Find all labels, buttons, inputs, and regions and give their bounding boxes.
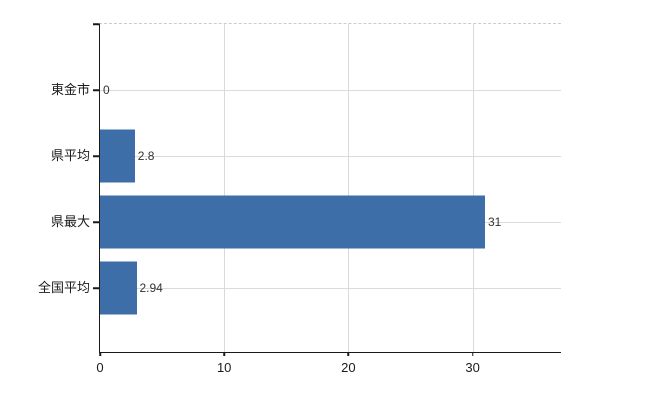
x-tick-label: 0 [96, 360, 104, 375]
x-tick-label: 30 [465, 360, 480, 375]
horizontal-gridline [100, 156, 561, 157]
vertical-gridline [224, 24, 226, 352]
y-axis-tick [93, 89, 99, 91]
bar [100, 195, 485, 249]
category-label: 東金市 [50, 82, 90, 97]
x-axis-tick [223, 352, 225, 356]
horizontal-gridline [100, 288, 561, 289]
bar-value-label: 0 [103, 83, 110, 97]
vertical-gridline [348, 24, 350, 352]
y-axis-tick [93, 155, 99, 157]
bar-value-label: 31 [488, 215, 502, 229]
bar [100, 129, 135, 183]
category-label: 県最大 [50, 214, 90, 229]
x-axis-tick [99, 352, 101, 356]
plot-area: 0 10 20 30 東金市 0 県平均 2.8 県最大 31 全国平均 2.94 [38, 23, 561, 375]
y-axis-tick [93, 221, 99, 223]
bar [100, 261, 137, 315]
x-axis-tick [347, 352, 350, 356]
vertical-gridline [472, 24, 474, 352]
bar-value-label: 2.94 [139, 281, 163, 295]
category-label: 県平均 [50, 148, 90, 163]
bar-value-label: 2.8 [137, 149, 155, 163]
x-axis-tick [471, 352, 474, 356]
y-axis-tick [93, 287, 99, 289]
x-tick-label: 10 [216, 360, 232, 375]
x-tick-label: 20 [341, 360, 356, 375]
y-axis-tick [93, 23, 99, 25]
category-label: 全国平均 [37, 280, 90, 295]
horizontal-gridline [100, 90, 561, 91]
